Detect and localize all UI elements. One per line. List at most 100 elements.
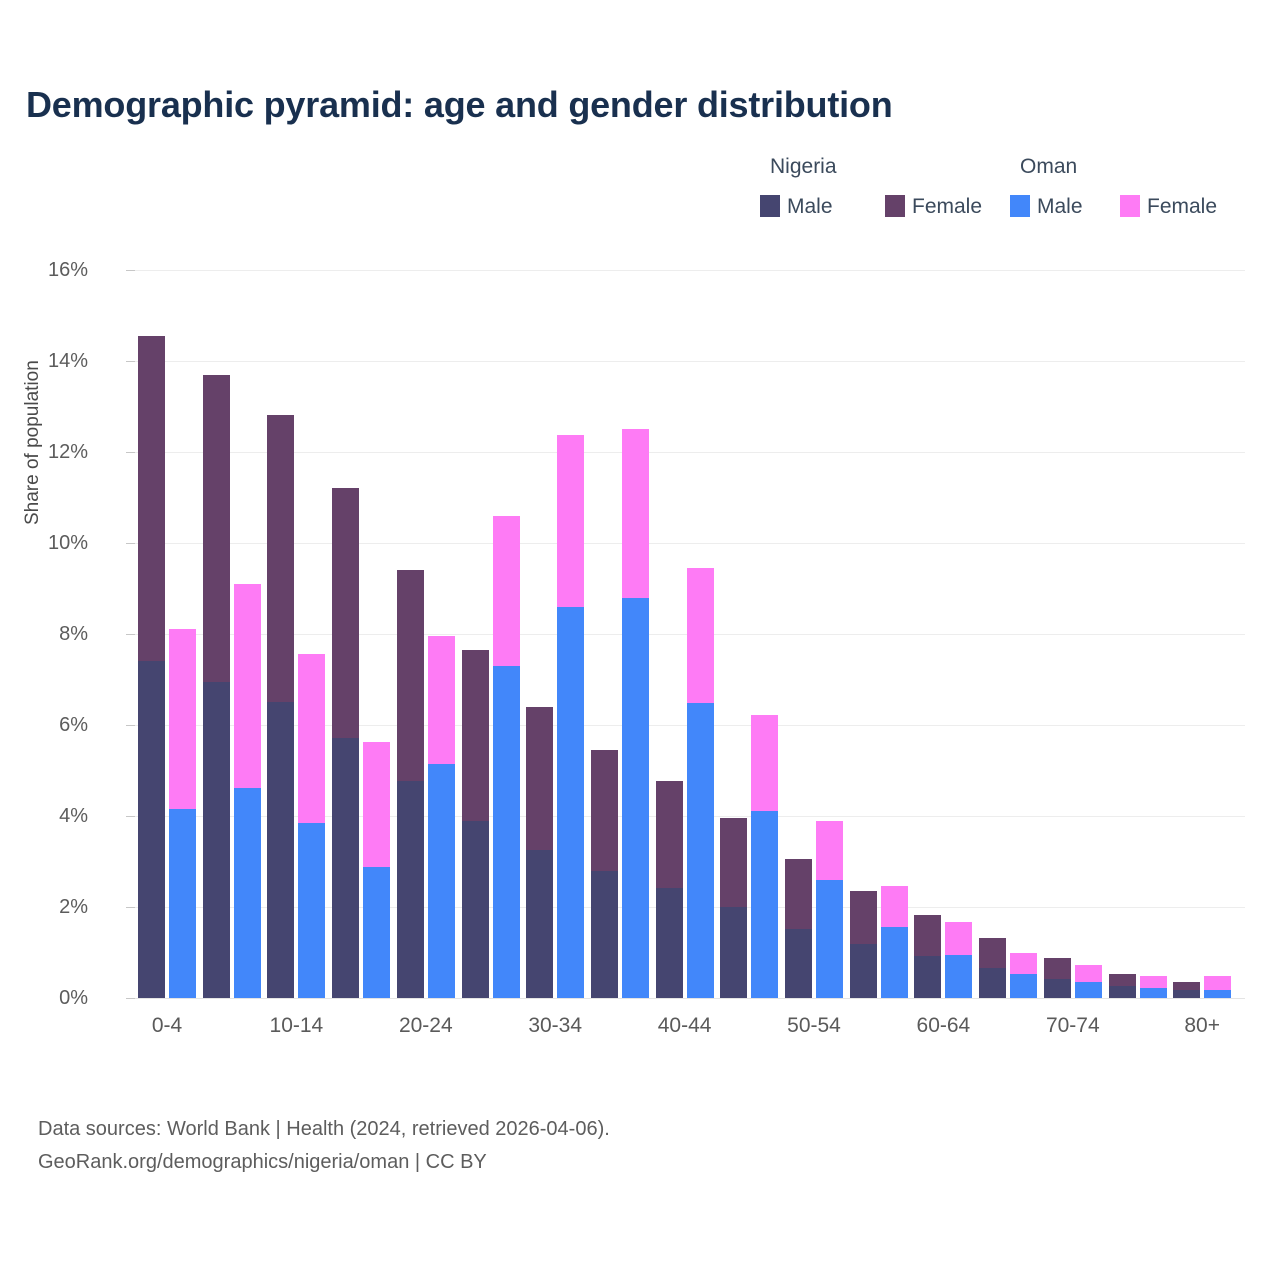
bar-oman[interactable] [169,629,196,998]
bar-group [979,270,1038,998]
bar-nigeria[interactable] [202,374,230,998]
bar-segment-nigeria-male [332,737,360,998]
bar-nigeria[interactable] [396,570,424,998]
bar-segment-oman-female [298,653,326,823]
bar-nigeria[interactable] [138,336,165,998]
legend-item-nigeria-male[interactable]: Male [760,195,833,217]
bar-segment-nigeria-female [1043,957,1071,979]
bar-segment-nigeria-female [655,780,683,888]
bar-segment-nigeria-female [396,570,424,781]
bar-nigeria[interactable] [1108,974,1136,998]
bar-oman[interactable] [363,741,391,998]
y-axis-tick-mark [126,998,135,999]
bar-segment-oman-male [880,927,908,998]
bar-oman[interactable] [1139,975,1167,998]
legend-item-oman-male[interactable]: Male [1010,195,1083,217]
bar-oman[interactable] [686,568,714,998]
y-axis-tick-label: 14% [47,350,88,372]
bar-group [720,270,779,998]
legend-label: Female [1147,194,1218,218]
bar-oman[interactable] [1204,976,1232,998]
bar-nigeria[interactable] [785,858,812,998]
x-axis-tick-label: 40-44 [657,1014,712,1037]
legend-swatch-icon [1120,195,1140,217]
bar-segment-oman-female [880,885,908,928]
bar-segment-oman-male [233,787,261,998]
bar-oman[interactable] [492,515,520,998]
legend-label: Male [1037,194,1083,218]
bar-nigeria[interactable] [590,750,618,998]
bar-oman[interactable] [557,434,585,998]
bar-segment-nigeria-male [526,850,554,998]
y-axis-tick-label: 12% [47,441,88,463]
bar-segment-nigeria-male [979,968,1007,998]
bar-segment-oman-male [1010,974,1038,998]
legend-group-title-nigeria: Nigeria [770,155,837,178]
bar-nigeria[interactable] [461,650,489,998]
legend-swatch-icon [1010,195,1030,217]
bar-segment-nigeria-female [1173,982,1201,991]
bar-segment-nigeria-female [914,915,942,957]
bar-nigeria[interactable] [1043,957,1071,998]
plot-area: 0% 2% 4% 6% 8% 10% 12% 14% 16% 0-4 10-14 20-24 30-34… [48,259,1245,1037]
gridline [135,452,1245,453]
bar-nigeria[interactable] [979,937,1007,998]
bar-group [138,270,196,998]
gridline [135,270,1245,271]
bar-segment-nigeria-female [526,706,554,851]
legend-item-oman-female[interactable]: Female [1120,195,1217,217]
bar-segment-nigeria-male [267,702,295,998]
footer-line-1: Data sources: World Bank | Health (2024,… [38,1118,610,1140]
bar-oman[interactable] [298,653,326,998]
bar-segment-nigeria-female [785,858,812,929]
bar-nigeria[interactable] [914,915,942,998]
chart-legend: Nigeria Male Female Oman Male Female [700,155,1260,235]
legend-item-nigeria-female[interactable]: Female [885,195,982,217]
bar-segment-oman-male [492,665,520,998]
bar-group [1043,270,1102,998]
bar-oman[interactable] [427,636,455,998]
bar-oman[interactable] [816,820,843,998]
bar-oman[interactable] [233,583,261,998]
bar-group [526,270,585,998]
bar-nigeria[interactable] [267,414,295,998]
bar-nigeria[interactable] [1173,982,1201,998]
bar-nigeria[interactable] [332,487,360,998]
bar-segment-nigeria-female [332,487,360,738]
bar-oman[interactable] [880,885,908,998]
bar-segment-nigeria-female [849,890,877,945]
bar-segment-nigeria-male [785,928,812,998]
bar-oman[interactable] [1010,952,1038,998]
y-axis-tick-mark [126,725,135,726]
bar-segment-nigeria-female [979,937,1007,969]
legend-group-title-oman: Oman [1020,155,1078,178]
bar-segment-nigeria-female [461,650,489,822]
bar-oman[interactable] [751,715,779,998]
legend-swatch-icon [885,195,905,217]
bar-segment-oman-female [1010,952,1038,975]
bar-nigeria[interactable] [526,706,554,998]
bar-segment-oman-male [1074,982,1102,998]
bar-segment-oman-female [686,568,714,704]
y-axis-tick-mark [126,816,135,817]
bar-oman[interactable] [621,429,649,998]
bar-group [202,270,261,998]
bar-group [1173,270,1232,998]
bar-oman[interactable] [1074,965,1102,998]
bar-segment-oman-male [621,597,649,998]
bar-segment-nigeria-female [267,414,295,703]
bar-group [461,270,520,998]
bar-group [655,270,714,998]
gridline [135,998,1245,999]
bar-nigeria[interactable] [720,817,748,998]
bar-segment-nigeria-male [590,870,618,998]
bar-segment-oman-male [1204,990,1232,998]
bar-group [785,270,843,998]
footer-line-2: GeoRank.org/demographics/nigeria/oman | … [38,1151,487,1173]
legend-swatch-icon [760,195,780,217]
bar-nigeria[interactable] [655,780,683,998]
x-axis-tick-label: 50-54 [787,1014,841,1037]
bar-nigeria[interactable] [849,890,877,998]
bar-oman[interactable] [945,922,973,998]
